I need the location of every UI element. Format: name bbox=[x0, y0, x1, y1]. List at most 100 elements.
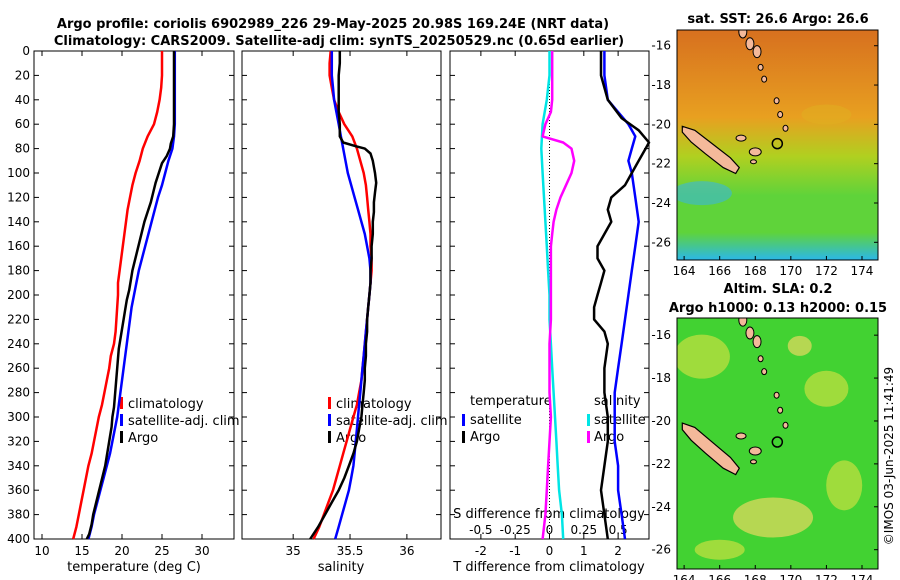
watermark: ©IMOS 03-Jun-2025 11:41:49 bbox=[882, 367, 896, 545]
series-line-s-satellite bbox=[540, 51, 565, 540]
x-tick-label: 10 bbox=[34, 544, 49, 558]
x-tick-label: -1 bbox=[509, 544, 521, 558]
map-x-tick-label: 168 bbox=[744, 264, 767, 278]
argo-profile-marker bbox=[771, 436, 784, 448]
x-tick-label: 20 bbox=[114, 544, 129, 558]
map-axes bbox=[676, 317, 879, 570]
salinity-axes bbox=[241, 50, 442, 540]
sla-blob bbox=[677, 334, 730, 379]
legend-swatch bbox=[462, 414, 465, 426]
legend-label: satellite bbox=[470, 413, 522, 428]
depth-tick-label: 80 bbox=[15, 142, 30, 156]
x2-tick-label: 0 bbox=[546, 523, 554, 537]
map-y-tick-label: -18 bbox=[651, 371, 671, 385]
depth-tick-label: 220 bbox=[7, 312, 30, 326]
depth-tick-label: 280 bbox=[7, 386, 30, 400]
vanuatu-island bbox=[782, 421, 789, 429]
legend-swatch bbox=[120, 431, 123, 443]
legend-title-temperature: temperature bbox=[470, 394, 552, 409]
map-y-tick-label: -24 bbox=[651, 196, 671, 210]
map-x-tick-label: 174 bbox=[851, 264, 874, 278]
series-line-climatology bbox=[71, 51, 164, 540]
legend-label: Argo bbox=[470, 430, 500, 445]
series-line-argo bbox=[309, 51, 378, 540]
sla-blob bbox=[694, 539, 745, 560]
map-x-tick-label: 172 bbox=[815, 264, 838, 278]
legend-swatch bbox=[120, 414, 123, 426]
sla-map-title: Altim. SLA: 0.2 bbox=[724, 282, 833, 297]
depth-tick-label: 180 bbox=[7, 264, 30, 278]
vanuatu-island bbox=[777, 406, 784, 414]
map-y-tick-label: -18 bbox=[651, 78, 671, 92]
map-y-tick-label: -16 bbox=[651, 328, 671, 342]
legend-swatch bbox=[587, 414, 590, 426]
vanuatu-island bbox=[773, 97, 780, 105]
x-tick-label: 35.5 bbox=[337, 544, 364, 558]
depth-tick-label: 100 bbox=[7, 166, 30, 180]
map-y-tick-label: -16 bbox=[651, 39, 671, 53]
loyalty-island bbox=[749, 159, 757, 165]
legend-swatch bbox=[328, 414, 331, 426]
map-x-tick-label: 164 bbox=[673, 264, 696, 278]
temperature-xlabel: temperature (deg C) bbox=[67, 560, 201, 575]
depth-tick-label: 340 bbox=[7, 459, 30, 473]
legend-title-salinity: salinity bbox=[594, 394, 641, 409]
vanuatu-island bbox=[773, 391, 780, 399]
depth-tick-label: 240 bbox=[7, 337, 30, 351]
vanuatu-island bbox=[738, 30, 748, 39]
sla-blob bbox=[826, 460, 863, 511]
vanuatu-island bbox=[782, 124, 789, 132]
map-y-tick-label: -26 bbox=[651, 543, 671, 557]
depth-tick-label: 260 bbox=[7, 361, 30, 375]
map-y-tick-label: -26 bbox=[651, 235, 671, 249]
legend-swatch bbox=[328, 397, 331, 409]
legend-swatch bbox=[120, 397, 123, 409]
salinity-panel: salinity climatology satellite-adj. clim A… bbox=[241, 50, 448, 575]
map-axes bbox=[676, 29, 879, 261]
x-tick-label: 35 bbox=[286, 544, 301, 558]
difference-legend: temperature satellite Argo salinity satellit… bbox=[462, 394, 646, 445]
map-x-tick-label: 174 bbox=[851, 573, 874, 580]
difference-xlabel: T difference from climatology bbox=[452, 560, 645, 575]
depth-tick-label: 20 bbox=[15, 68, 30, 82]
legend-swatch bbox=[328, 431, 331, 443]
loyalty-island bbox=[735, 432, 747, 440]
depth-tick-label: 300 bbox=[7, 410, 30, 424]
map-field bbox=[677, 30, 878, 260]
vanuatu-island bbox=[745, 37, 755, 51]
x-tick-label: 2 bbox=[614, 544, 622, 558]
vanuatu-island bbox=[745, 326, 755, 340]
map-x-tick-label: 172 bbox=[815, 573, 838, 580]
sst-map-title: sat. SST: 26.6 Argo: 26.6 bbox=[687, 12, 868, 27]
sla-blob bbox=[787, 335, 812, 356]
legend-label: climatology bbox=[128, 397, 204, 412]
x-tick-label: 1 bbox=[580, 544, 588, 558]
legend-swatch bbox=[587, 431, 590, 443]
map-x-tick-label: 168 bbox=[744, 573, 767, 580]
legend-label: satellite-adj. clim bbox=[336, 414, 448, 429]
map-y-tick-label: -20 bbox=[651, 414, 671, 428]
loyalty-island bbox=[748, 446, 762, 456]
sla-blob bbox=[733, 497, 814, 538]
vanuatu-island bbox=[761, 368, 768, 376]
map-field bbox=[677, 318, 878, 569]
temperature-panel: temperature (deg C) climatology satellite… bbox=[7, 44, 240, 575]
map-x-tick-label: 166 bbox=[708, 573, 731, 580]
legend-label: Argo bbox=[594, 430, 624, 445]
temperature-legend: climatology satellite-adj. clim Argo bbox=[120, 397, 240, 446]
depth-tick-label: 120 bbox=[7, 190, 30, 204]
depth-tick-label: 160 bbox=[7, 239, 30, 253]
vanuatu-island bbox=[752, 45, 762, 59]
loyalty-island bbox=[749, 459, 757, 465]
depth-tick-label: 40 bbox=[15, 93, 30, 107]
map-y-tick-label: -24 bbox=[651, 500, 671, 514]
sla-map-panel: 164 166 168 170 172 174 -16 -18 -20 -22 -24 -26 Alti… bbox=[651, 282, 887, 580]
vanuatu-island bbox=[738, 318, 748, 327]
depth-tick-label: 320 bbox=[7, 434, 30, 448]
legend-label: satellite-adj. clim bbox=[128, 414, 240, 429]
sst-warm-patch bbox=[801, 104, 852, 125]
map-y-tick-label: -22 bbox=[651, 457, 671, 471]
map-x-tick-label: 164 bbox=[673, 573, 696, 580]
legend-swatch bbox=[462, 431, 465, 443]
